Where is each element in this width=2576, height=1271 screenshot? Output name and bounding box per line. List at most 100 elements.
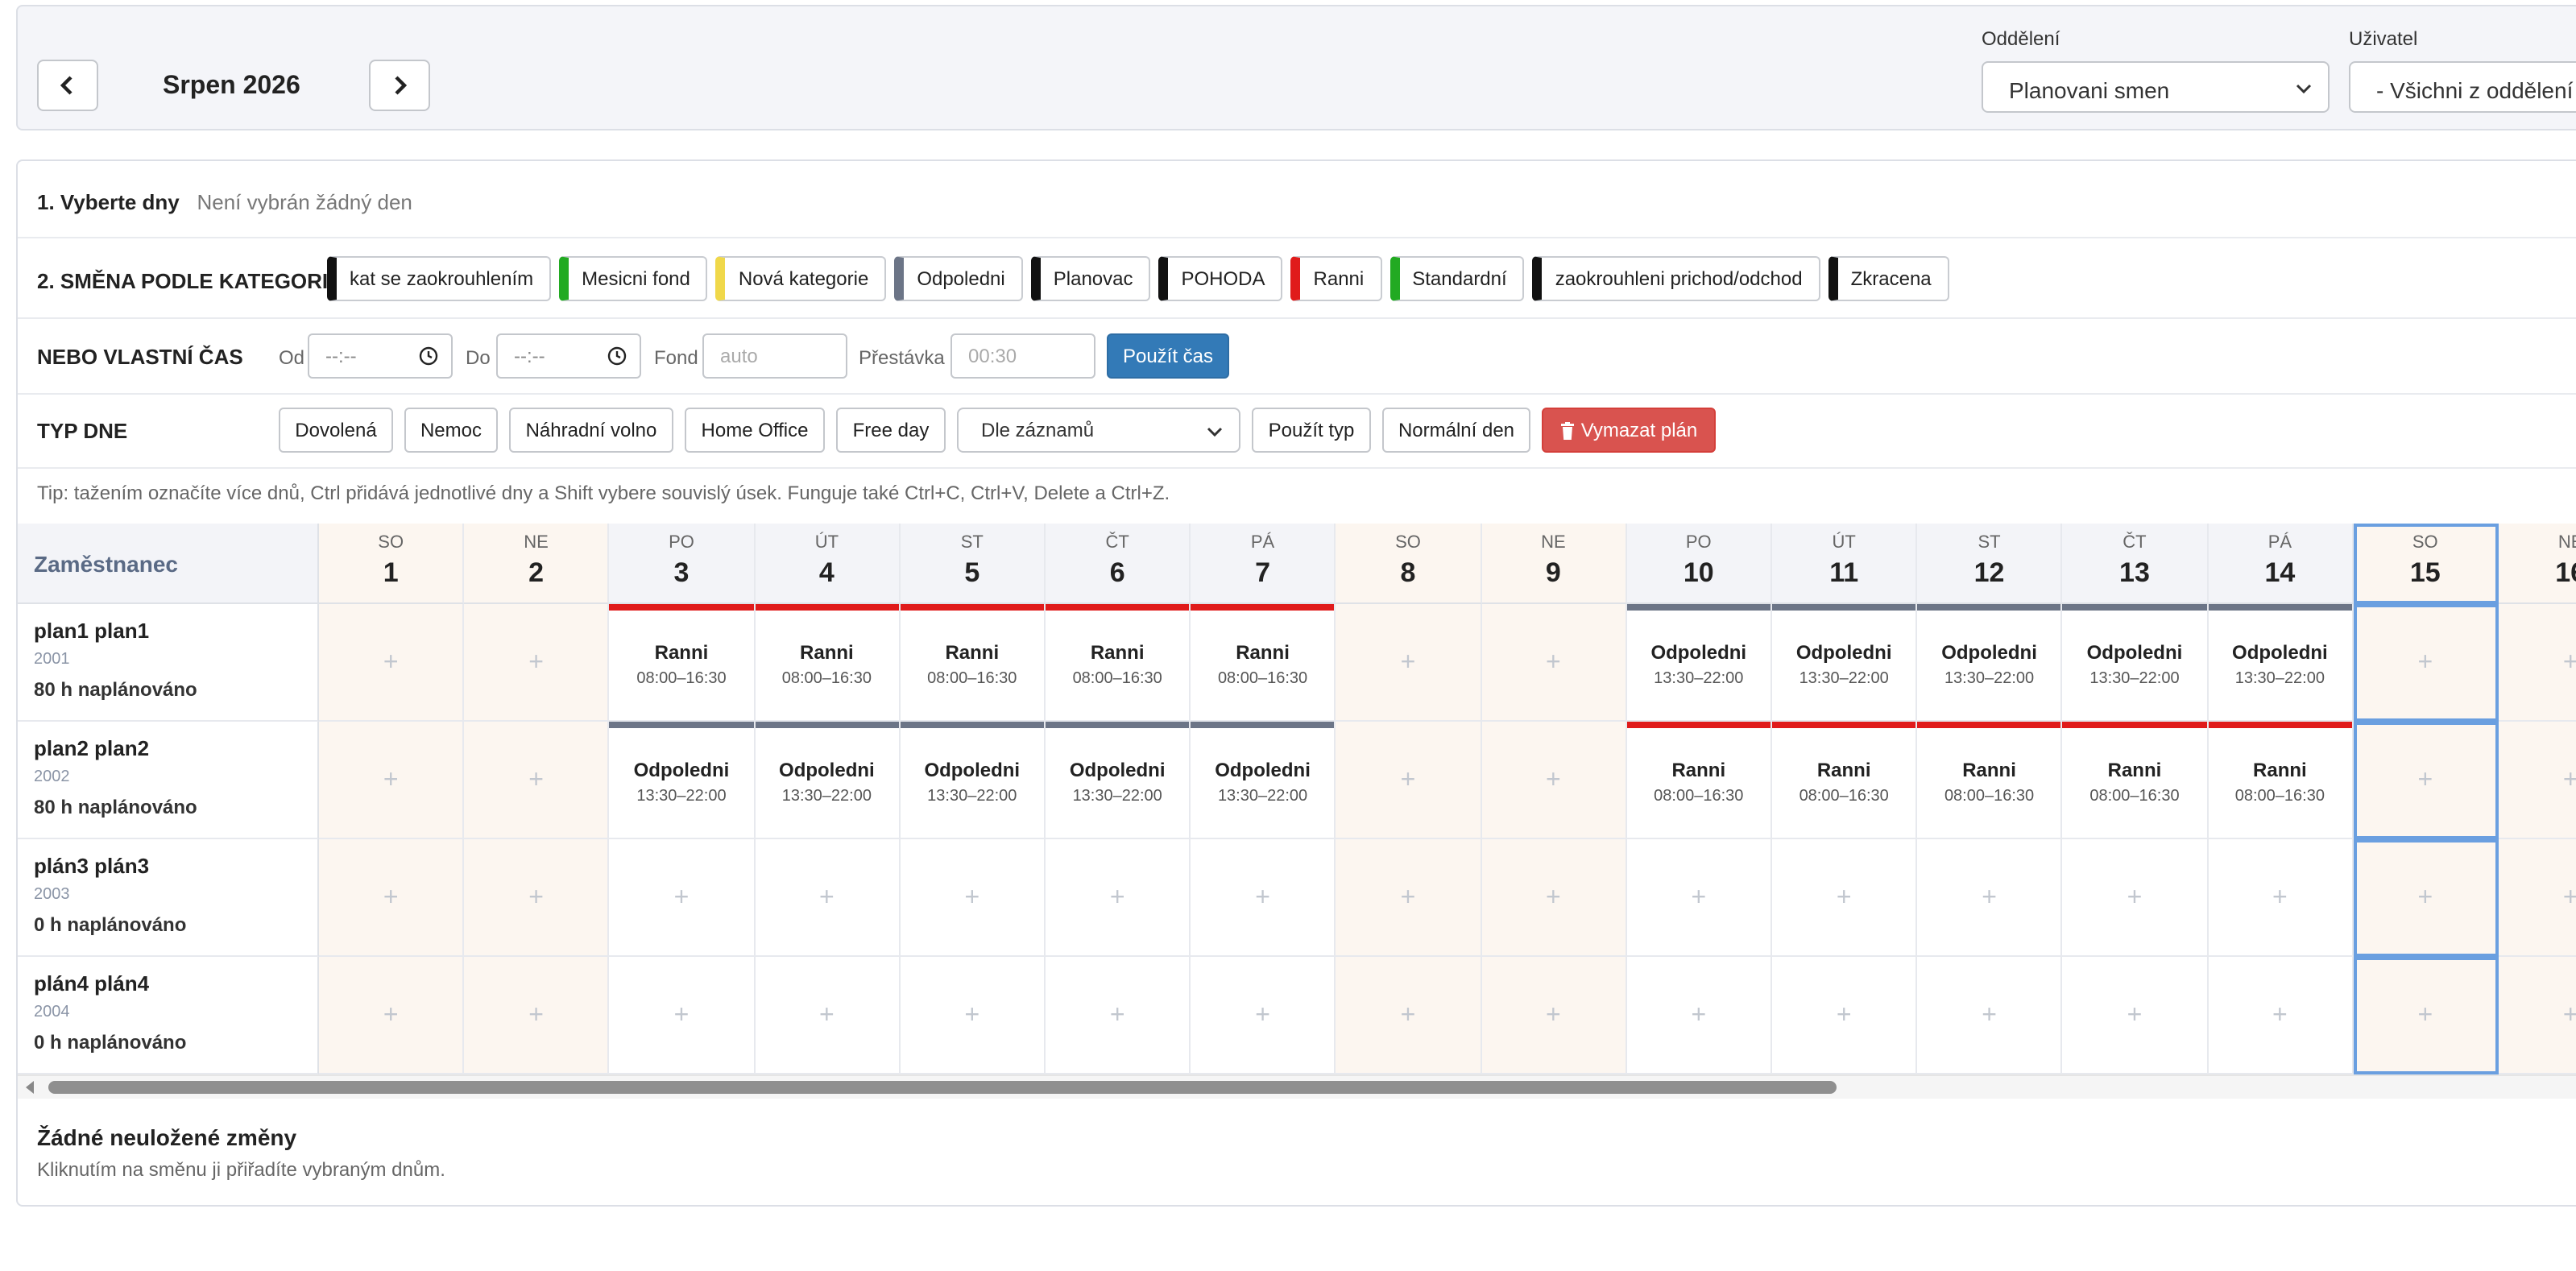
schedule-cell[interactable]: + — [464, 722, 610, 839]
schedule-cell[interactable]: Odpoledni 13:30–22:00 — [1191, 722, 1336, 839]
schedule-cell[interactable]: Odpoledni 13:30–22:00 — [2062, 604, 2209, 722]
day-header[interactable]: SO 8 — [1336, 524, 1482, 604]
schedule-cell[interactable]: Ranni 08:00–16:30 — [1191, 604, 1336, 722]
to-time-input[interactable]: --:-- — [496, 333, 641, 379]
category-chip[interactable]: POHODA — [1158, 256, 1283, 301]
day-header[interactable]: ST 12 — [1917, 524, 2063, 604]
schedule-cell[interactable]: + — [1772, 839, 1918, 957]
schedule-cell[interactable]: Ranni 08:00–16:30 — [1626, 722, 1772, 839]
day-header[interactable]: ÚT 11 — [1772, 524, 1918, 604]
schedule-cell[interactable]: Ranni 08:00–16:30 — [1917, 722, 2063, 839]
day-header[interactable]: PO 10 — [1626, 524, 1772, 604]
schedule-cell[interactable]: + — [1917, 839, 2063, 957]
day-type-select[interactable]: Dle záznamů — [957, 408, 1240, 453]
schedule-cell[interactable]: + — [755, 957, 901, 1074]
schedule-cell[interactable]: + — [1336, 722, 1482, 839]
schedule-cell[interactable]: Odpoledni 13:30–22:00 — [1626, 604, 1772, 722]
schedule-cell[interactable]: + — [2353, 722, 2499, 839]
schedule-cell[interactable]: + — [319, 604, 465, 722]
category-chip[interactable]: Odpoledni — [894, 256, 1023, 301]
category-chip[interactable]: zaokrouhleni prichod/odchod — [1532, 256, 1820, 301]
category-chip[interactable]: Standardní — [1389, 256, 1525, 301]
schedule-cell[interactable]: + — [900, 839, 1046, 957]
schedule-cell[interactable]: + — [2353, 839, 2499, 957]
schedule-cell[interactable]: + — [1336, 957, 1482, 1074]
schedule-cell[interactable]: Odpoledni 13:30–22:00 — [1772, 604, 1918, 722]
day-header[interactable]: PÁ 7 — [1191, 524, 1336, 604]
day-header[interactable]: PÁ 14 — [2208, 524, 2354, 604]
schedule-cell[interactable]: + — [2499, 957, 2576, 1074]
scroll-left-arrow-icon[interactable] — [26, 1081, 34, 1094]
schedule-cell[interactable]: + — [1336, 839, 1482, 957]
category-chip[interactable]: Nová kategorie — [715, 256, 887, 301]
day-header[interactable]: SO 1 — [319, 524, 465, 604]
schedule-cell[interactable]: Odpoledni 13:30–22:00 — [755, 722, 901, 839]
day-header[interactable]: SO 15 — [2353, 524, 2499, 604]
free-day-button[interactable]: Free day — [836, 408, 946, 453]
schedule-cell[interactable]: + — [1191, 957, 1336, 1074]
fund-input[interactable]: auto — [702, 333, 847, 379]
schedule-cell[interactable]: Odpoledni 13:30–22:00 — [1917, 604, 2063, 722]
schedule-cell[interactable]: + — [1481, 839, 1627, 957]
schedule-cell[interactable]: + — [2062, 957, 2209, 1074]
normal-day-button[interactable]: Normální den — [1382, 408, 1530, 453]
schedule-cell[interactable]: + — [1046, 957, 1191, 1074]
next-month-button[interactable] — [369, 60, 430, 111]
schedule-cell[interactable]: + — [1772, 957, 1918, 1074]
vacation-button[interactable]: Dovolená — [279, 408, 393, 453]
schedule-cell[interactable]: Ranni 08:00–16:30 — [2062, 722, 2209, 839]
schedule-cell[interactable]: Ranni 08:00–16:30 — [1772, 722, 1918, 839]
schedule-cell[interactable]: + — [609, 839, 756, 957]
schedule-cell[interactable]: + — [2499, 722, 2576, 839]
schedule-cell[interactable]: + — [1481, 604, 1627, 722]
home-office-button[interactable]: Home Office — [685, 408, 825, 453]
schedule-cell[interactable]: + — [1626, 839, 1772, 957]
day-header[interactable]: PO 3 — [609, 524, 756, 604]
prev-month-button[interactable] — [37, 60, 98, 111]
day-header[interactable]: ST 5 — [900, 524, 1046, 604]
schedule-cell[interactable]: + — [1917, 957, 2063, 1074]
schedule-cell[interactable]: + — [464, 839, 610, 957]
department-select[interactable]: Planovani smen — [1982, 61, 2330, 113]
schedule-cell[interactable]: Ranni 08:00–16:30 — [609, 604, 756, 722]
schedule-cell[interactable]: + — [1626, 957, 1772, 1074]
day-header[interactable]: NE 16 — [2499, 524, 2576, 604]
schedule-cell[interactable]: + — [1481, 722, 1627, 839]
schedule-cell[interactable]: Odpoledni 13:30–22:00 — [900, 722, 1046, 839]
schedule-cell[interactable]: + — [900, 957, 1046, 1074]
scrollbar-thumb[interactable] — [48, 1081, 1837, 1094]
schedule-cell[interactable]: + — [1481, 957, 1627, 1074]
schedule-cell[interactable]: + — [755, 839, 901, 957]
category-chip[interactable]: Mesicni fond — [559, 256, 708, 301]
day-header[interactable]: ÚT 4 — [755, 524, 901, 604]
schedule-cell[interactable]: + — [319, 722, 465, 839]
category-chip[interactable]: kat se zaokrouhlením — [327, 256, 552, 301]
apply-type-button[interactable]: Použít typ — [1252, 408, 1371, 453]
category-chip[interactable]: Ranni — [1290, 256, 1382, 301]
day-header[interactable]: NE 9 — [1481, 524, 1627, 604]
clear-plan-button[interactable]: Vymazat plán — [1542, 408, 1716, 453]
schedule-cell[interactable]: + — [2353, 957, 2499, 1074]
day-header[interactable]: ČT 13 — [2062, 524, 2209, 604]
comp-leave-button[interactable]: Náhradní volno — [509, 408, 673, 453]
category-chip[interactable]: Planovac — [1030, 256, 1151, 301]
schedule-cell[interactable]: + — [2499, 604, 2576, 722]
schedule-cell[interactable]: Odpoledni 13:30–22:00 — [1046, 722, 1191, 839]
schedule-cell[interactable]: Odpoledni 13:30–22:00 — [609, 722, 756, 839]
schedule-cell[interactable]: + — [2499, 839, 2576, 957]
schedule-cell[interactable]: Ranni 08:00–16:30 — [755, 604, 901, 722]
schedule-cell[interactable]: + — [464, 957, 610, 1074]
horizontal-scrollbar[interactable] — [18, 1074, 2576, 1099]
schedule-cell[interactable]: + — [2208, 839, 2354, 957]
schedule-cell[interactable]: + — [1336, 604, 1482, 722]
schedule-cell[interactable]: + — [319, 839, 465, 957]
schedule-cell[interactable]: + — [464, 604, 610, 722]
break-input[interactable]: 00:30 — [950, 333, 1095, 379]
schedule-cell[interactable]: + — [1046, 839, 1191, 957]
schedule-cell[interactable]: + — [609, 957, 756, 1074]
schedule-cell[interactable]: + — [2062, 839, 2209, 957]
from-time-input[interactable]: --:-- — [308, 333, 453, 379]
schedule-cell[interactable]: Ranni 08:00–16:30 — [1046, 604, 1191, 722]
day-header[interactable]: ČT 6 — [1046, 524, 1191, 604]
schedule-cell[interactable]: + — [1191, 839, 1336, 957]
